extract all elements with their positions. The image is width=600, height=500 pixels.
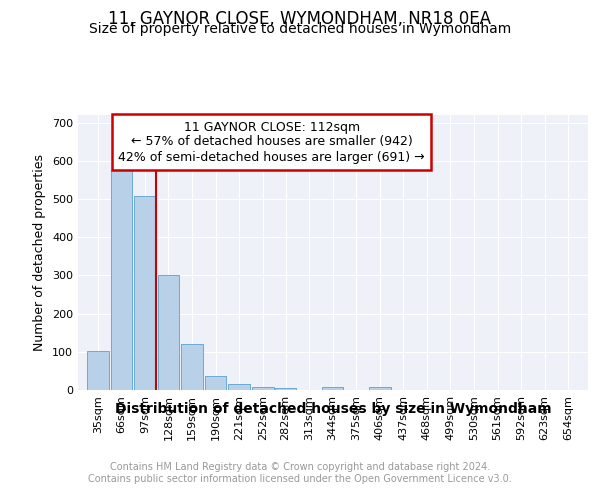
- Bar: [205, 376, 226, 390]
- Bar: [275, 388, 296, 390]
- Bar: [322, 387, 343, 390]
- Bar: [181, 344, 203, 390]
- Bar: [369, 388, 391, 390]
- Bar: [229, 384, 250, 390]
- Bar: [87, 352, 109, 390]
- Text: Distribution of detached houses by size in Wymondham: Distribution of detached houses by size …: [115, 402, 551, 416]
- Text: Size of property relative to detached houses in Wymondham: Size of property relative to detached ho…: [89, 22, 511, 36]
- Bar: [110, 170, 132, 390]
- Text: 11 GAYNOR CLOSE: 112sqm
← 57% of detached houses are smaller (942)
42% of semi-d: 11 GAYNOR CLOSE: 112sqm ← 57% of detache…: [118, 120, 425, 164]
- Text: 11, GAYNOR CLOSE, WYMONDHAM, NR18 0EA: 11, GAYNOR CLOSE, WYMONDHAM, NR18 0EA: [109, 10, 491, 28]
- Bar: [252, 387, 274, 390]
- Y-axis label: Number of detached properties: Number of detached properties: [34, 154, 46, 351]
- Bar: [134, 196, 156, 390]
- Text: Contains HM Land Registry data © Crown copyright and database right 2024.
Contai: Contains HM Land Registry data © Crown c…: [88, 462, 512, 484]
- Bar: [158, 276, 179, 390]
